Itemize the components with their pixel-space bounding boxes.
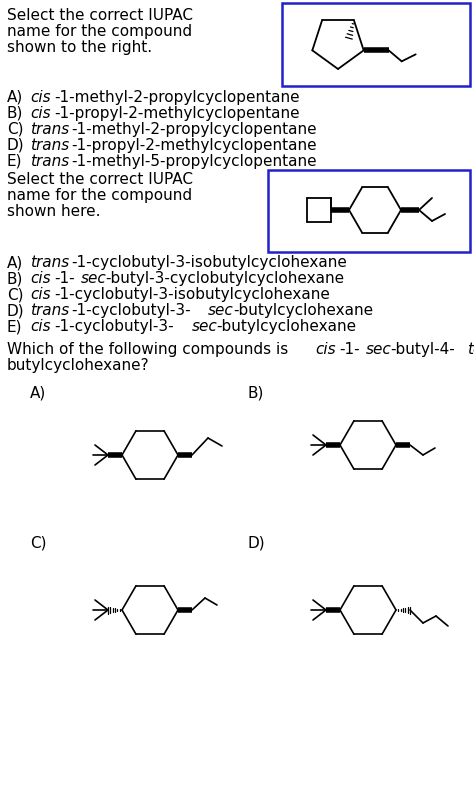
Text: cis: cis bbox=[30, 90, 51, 105]
Text: -butylcyclohexane: -butylcyclohexane bbox=[233, 303, 373, 318]
Text: cis: cis bbox=[30, 319, 51, 334]
Text: -1-methyl-2-propylcyclopentane: -1-methyl-2-propylcyclopentane bbox=[71, 122, 317, 137]
Text: trans: trans bbox=[30, 255, 69, 270]
Text: C): C) bbox=[7, 287, 24, 302]
Text: sec: sec bbox=[208, 303, 234, 318]
Text: -1-cyclobutyl-3-isobutylcyclohexane: -1-cyclobutyl-3-isobutylcyclohexane bbox=[71, 255, 347, 270]
Text: -1-propyl-2-methylcyclopentane: -1-propyl-2-methylcyclopentane bbox=[71, 138, 317, 153]
Text: trans: trans bbox=[30, 154, 69, 169]
Text: B): B) bbox=[7, 106, 23, 121]
Text: D): D) bbox=[248, 535, 265, 550]
Text: trans: trans bbox=[30, 122, 69, 137]
Text: cis: cis bbox=[315, 342, 336, 357]
Text: cis: cis bbox=[30, 106, 51, 121]
Text: A): A) bbox=[7, 90, 23, 105]
Text: -butyl-3-cyclobutylcyclohexane: -butyl-3-cyclobutylcyclohexane bbox=[105, 271, 344, 286]
Bar bbox=[268, 170, 470, 252]
Text: name for the compound: name for the compound bbox=[7, 24, 192, 39]
Text: C): C) bbox=[7, 122, 24, 137]
Text: D): D) bbox=[7, 138, 25, 153]
Text: trans: trans bbox=[30, 303, 69, 318]
Bar bbox=[282, 3, 470, 86]
Text: -1-cyclobutyl-3-: -1-cyclobutyl-3- bbox=[71, 303, 191, 318]
Text: shown here.: shown here. bbox=[7, 204, 100, 219]
Text: Which of the following compounds is: Which of the following compounds is bbox=[7, 342, 293, 357]
Text: A): A) bbox=[7, 255, 23, 270]
Text: -1-: -1- bbox=[55, 271, 75, 286]
Text: A): A) bbox=[30, 385, 46, 400]
Text: -butylcyclohexane: -butylcyclohexane bbox=[217, 319, 356, 334]
Text: Select the correct IUPAC: Select the correct IUPAC bbox=[7, 8, 193, 23]
Text: name for the compound: name for the compound bbox=[7, 188, 192, 203]
Text: B): B) bbox=[248, 385, 264, 400]
Text: tert: tert bbox=[467, 342, 474, 357]
Text: -butyl-4-: -butyl-4- bbox=[390, 342, 455, 357]
Text: -1-: -1- bbox=[340, 342, 360, 357]
Text: cis: cis bbox=[30, 271, 51, 286]
Text: shown to the right.: shown to the right. bbox=[7, 40, 152, 55]
Text: D): D) bbox=[7, 303, 25, 318]
Text: -1-propyl-2-methylcyclopentane: -1-propyl-2-methylcyclopentane bbox=[55, 106, 301, 121]
Text: C): C) bbox=[30, 535, 46, 550]
Text: sec: sec bbox=[191, 319, 218, 334]
Text: -1-methyl-2-propylcyclopentane: -1-methyl-2-propylcyclopentane bbox=[55, 90, 301, 105]
Text: -1-methyl-5-propylcyclopentane: -1-methyl-5-propylcyclopentane bbox=[71, 154, 317, 169]
Text: B): B) bbox=[7, 271, 23, 286]
Text: Select the correct IUPAC: Select the correct IUPAC bbox=[7, 172, 193, 187]
Text: sec: sec bbox=[365, 342, 391, 357]
Text: sec: sec bbox=[81, 271, 106, 286]
Text: E): E) bbox=[7, 154, 22, 169]
Text: -1-cyclobutyl-3-isobutylcyclohexane: -1-cyclobutyl-3-isobutylcyclohexane bbox=[55, 287, 331, 302]
Text: -1-cyclobutyl-3-: -1-cyclobutyl-3- bbox=[55, 319, 174, 334]
Text: cis: cis bbox=[30, 287, 51, 302]
Text: trans: trans bbox=[30, 138, 69, 153]
Text: E): E) bbox=[7, 319, 22, 334]
Text: butylcyclohexane?: butylcyclohexane? bbox=[7, 358, 150, 373]
